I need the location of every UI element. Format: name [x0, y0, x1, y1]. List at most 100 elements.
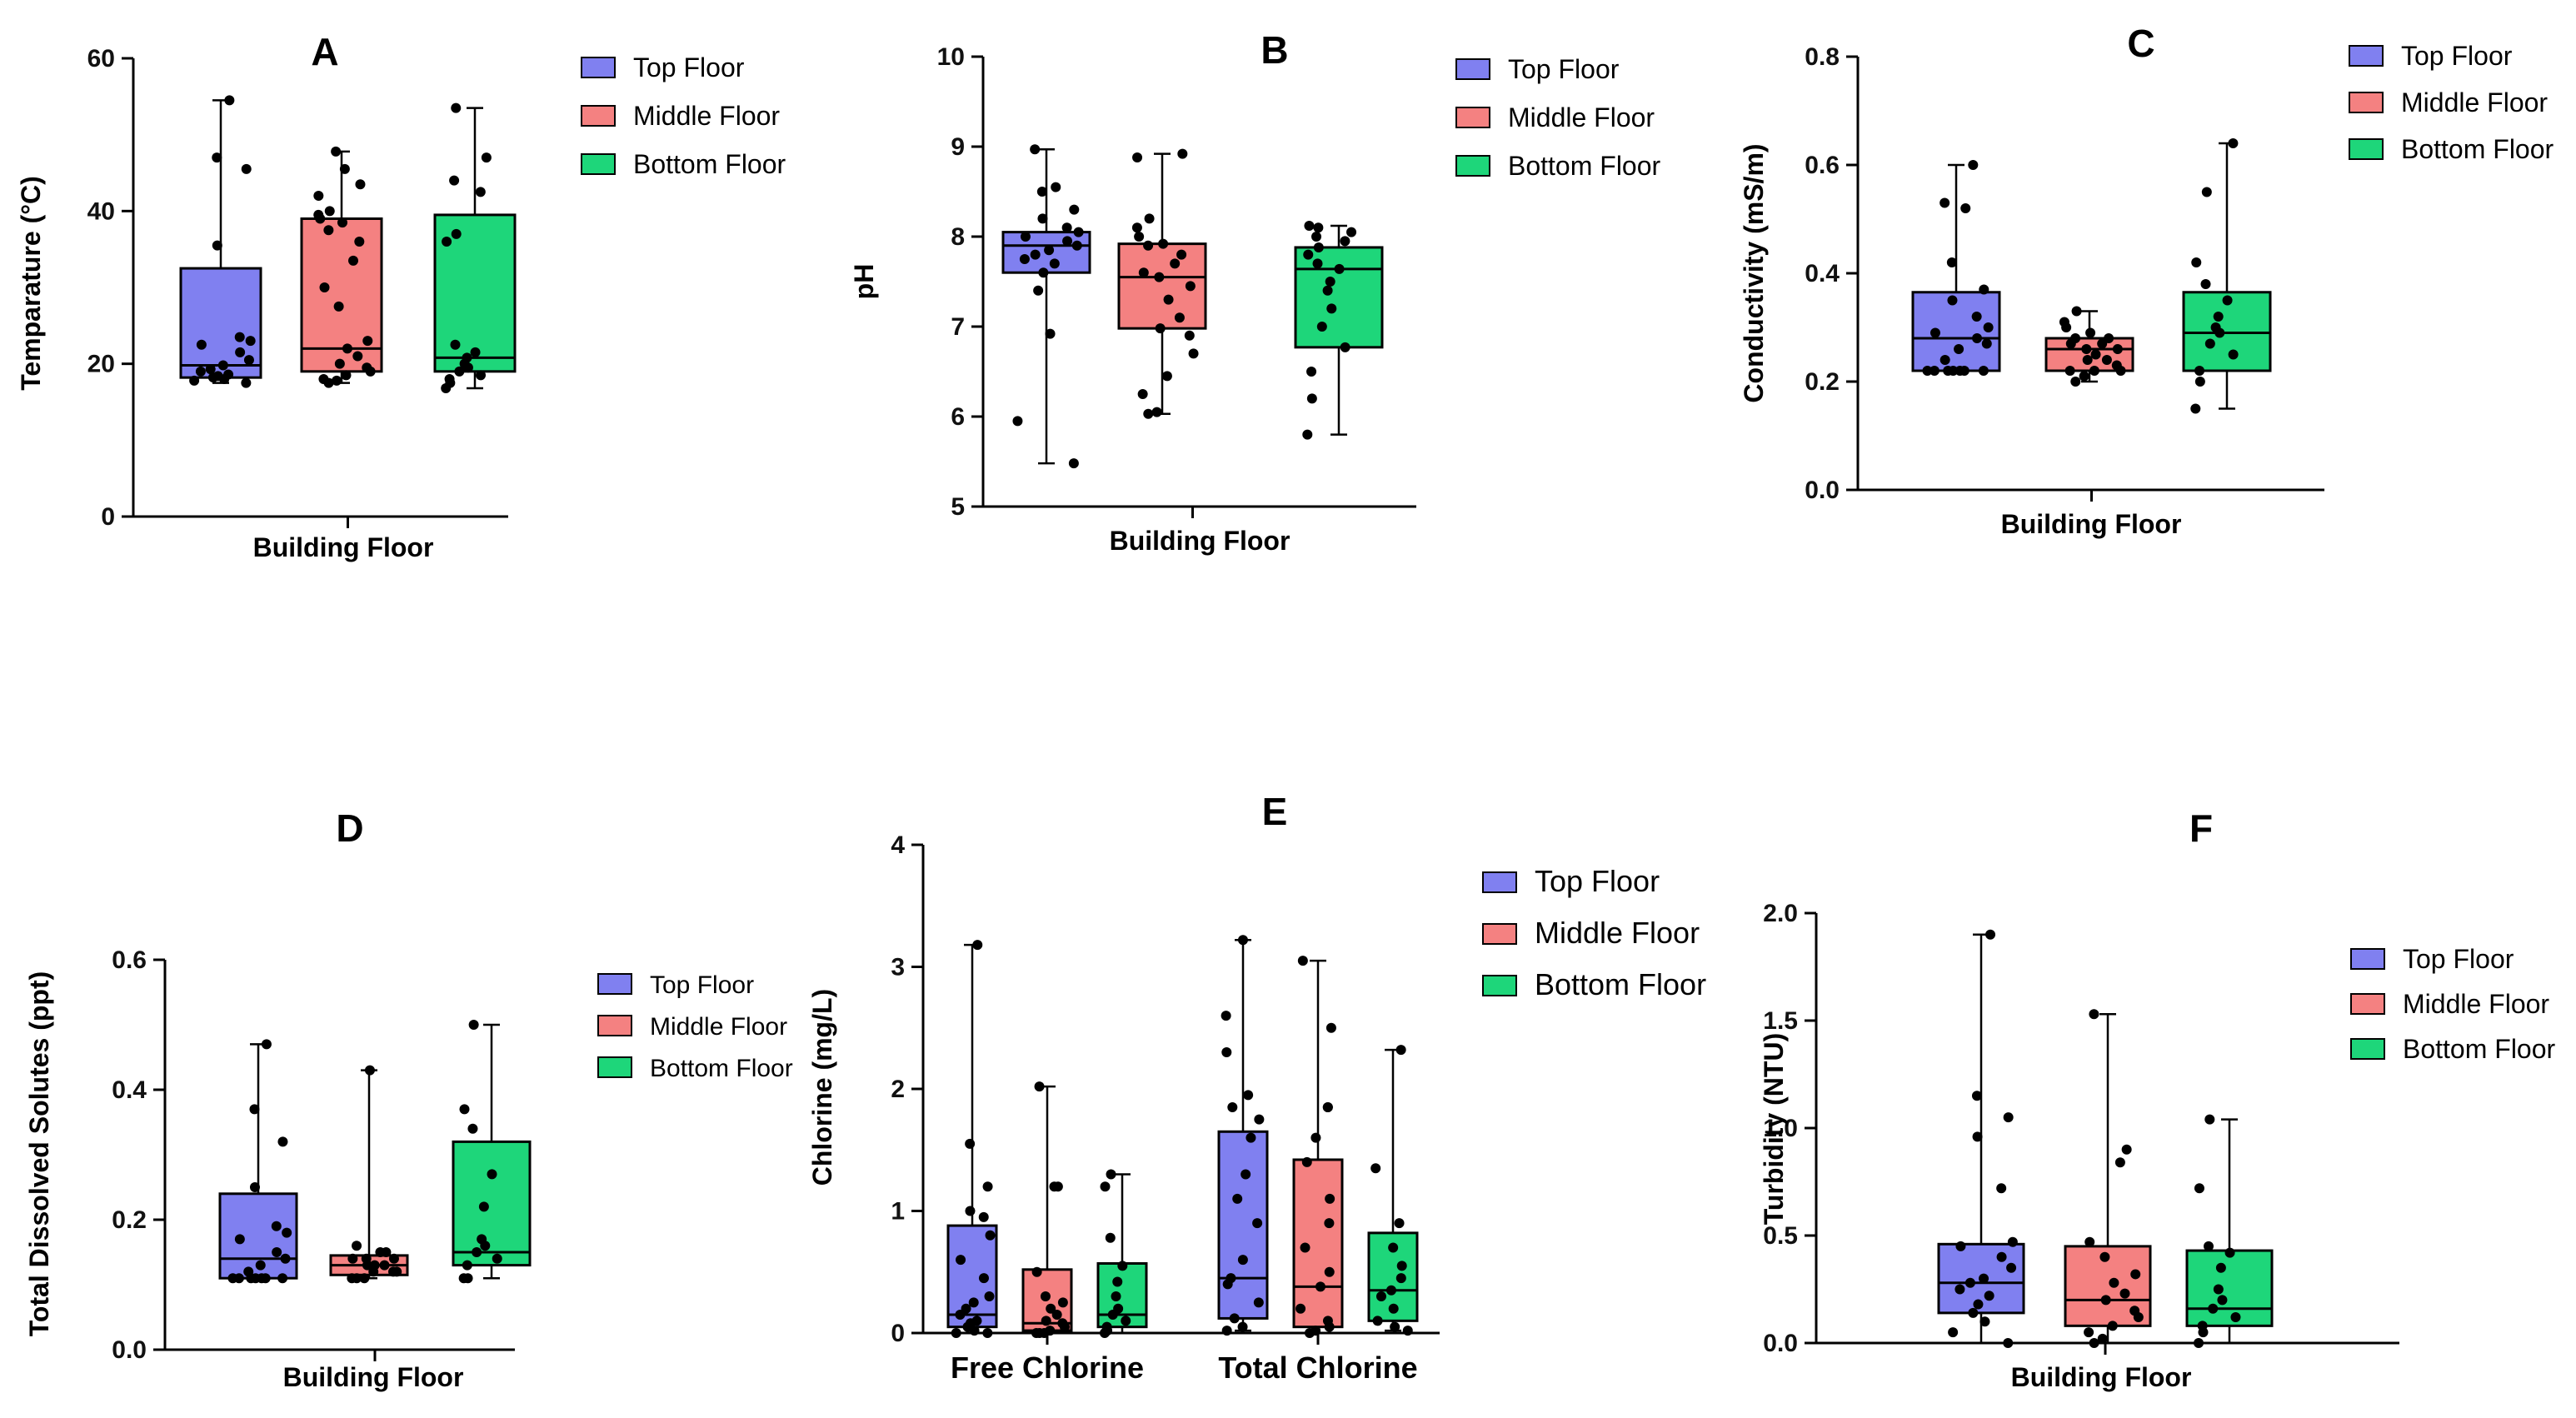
data-point	[2104, 333, 2114, 343]
data-point	[272, 1247, 282, 1257]
legend-swatch	[1455, 107, 1490, 128]
data-point	[1134, 232, 1145, 242]
data-point	[2213, 312, 2224, 322]
data-point	[1946, 257, 1957, 267]
box-bottom-floor	[2185, 1114, 2274, 1348]
data-point	[1101, 1321, 1112, 1332]
data-point	[212, 371, 223, 382]
panel-c: C 0.0 0.2 0.4 0.6 0.8 Conductivity (mS/m) Build…	[1739, 22, 2554, 539]
data-point	[331, 146, 342, 157]
data-point	[362, 336, 373, 347]
data-point	[1954, 1284, 1965, 1295]
y-tick-label: 0.0	[112, 1336, 147, 1364]
iqr-box	[300, 217, 383, 373]
data-point	[1057, 1318, 1068, 1329]
data-point	[478, 1201, 489, 1212]
data-point	[451, 228, 462, 239]
data-point	[1132, 152, 1143, 162]
data-point	[1061, 222, 1072, 233]
data-point	[450, 339, 461, 350]
y-tick-label: 10	[937, 43, 965, 71]
data-point	[2210, 322, 2221, 332]
data-point	[982, 1328, 993, 1338]
data-point	[2129, 1306, 2140, 1316]
iqr-box	[2044, 337, 2134, 372]
data-point	[2107, 1321, 2118, 1331]
y-tick-label: 0.2	[112, 1206, 147, 1234]
data-point	[1388, 1242, 1399, 1253]
data-point	[2190, 403, 2201, 414]
data-point	[342, 343, 352, 354]
y-axis-title: pH	[849, 264, 879, 300]
data-point	[492, 1253, 502, 1264]
data-point	[255, 1260, 266, 1271]
legend-swatch	[1482, 923, 1517, 945]
data-point	[1229, 1313, 1240, 1324]
data-point	[1045, 1326, 1056, 1336]
data-point	[1106, 1169, 1116, 1180]
data-point	[1170, 258, 1181, 269]
data-point	[1144, 213, 1155, 224]
data-point	[1057, 1297, 1068, 1308]
y-tick-label: 5	[951, 493, 965, 521]
data-point	[1981, 338, 1992, 349]
data-point	[1346, 227, 1357, 237]
data-point	[978, 1211, 989, 1222]
data-point	[277, 1273, 288, 1284]
legend-swatch	[597, 1056, 632, 1078]
data-point	[1954, 344, 1964, 354]
data-point	[1310, 1132, 1321, 1143]
legend-label: Bottom Floor	[650, 1055, 793, 1082]
y-tick-label: 6	[951, 403, 965, 431]
data-point	[1184, 330, 1195, 341]
data-point	[2085, 327, 2096, 338]
data-point	[1978, 366, 1989, 376]
data-point	[2089, 1338, 2099, 1348]
data-point	[1301, 1156, 1312, 1167]
data-point	[1303, 249, 1314, 260]
data-point	[319, 282, 330, 292]
data-point	[1163, 294, 1174, 305]
y-tick-label: 0.0	[1763, 1330, 1798, 1357]
data-point	[2070, 333, 2081, 343]
data-point	[442, 237, 452, 247]
box-middle-floor	[2044, 306, 2134, 387]
data-point	[1232, 1193, 1243, 1204]
y-tick-label: 1	[891, 1198, 905, 1226]
data-point	[1979, 1273, 1989, 1284]
data-point	[235, 347, 246, 357]
iqr-box	[1292, 1158, 1344, 1329]
y-tick-label: 4	[891, 831, 905, 859]
data-point	[477, 1234, 487, 1245]
legend-swatch	[581, 105, 616, 127]
y-tick-label: 0.0	[1805, 477, 1840, 504]
data-point	[978, 1273, 989, 1284]
data-point	[379, 1260, 390, 1271]
data-point	[462, 1260, 472, 1271]
data-point	[2101, 355, 2112, 365]
data-point	[1306, 367, 1317, 377]
data-point	[1040, 1291, 1051, 1302]
box-middle-floor	[300, 146, 383, 388]
data-point	[196, 339, 207, 350]
data-point	[1227, 1101, 1238, 1112]
data-point	[1306, 393, 1317, 404]
y-tick-label: 0.4	[112, 1076, 147, 1104]
data-point	[1395, 1273, 1406, 1284]
data-point	[1996, 1251, 2007, 1262]
data-point	[362, 362, 372, 373]
panel-a: A 0 20 40 60 Temparature (°C) Building Floor To…	[16, 30, 786, 562]
data-point	[271, 1221, 282, 1231]
legend-label: Middle Floor	[1535, 916, 1700, 950]
data-point	[1031, 1328, 1041, 1338]
data-point	[1069, 204, 1080, 215]
data-point	[965, 1138, 976, 1149]
data-point	[1972, 333, 1983, 343]
box-top-floor	[218, 1039, 298, 1284]
legend-swatch	[2350, 948, 2385, 970]
legend-label: Bottom Floor	[633, 149, 786, 179]
data-point	[1322, 285, 1333, 296]
panel-letter: C	[2127, 22, 2154, 65]
data-point	[1983, 322, 1994, 332]
data-point	[984, 1291, 995, 1302]
